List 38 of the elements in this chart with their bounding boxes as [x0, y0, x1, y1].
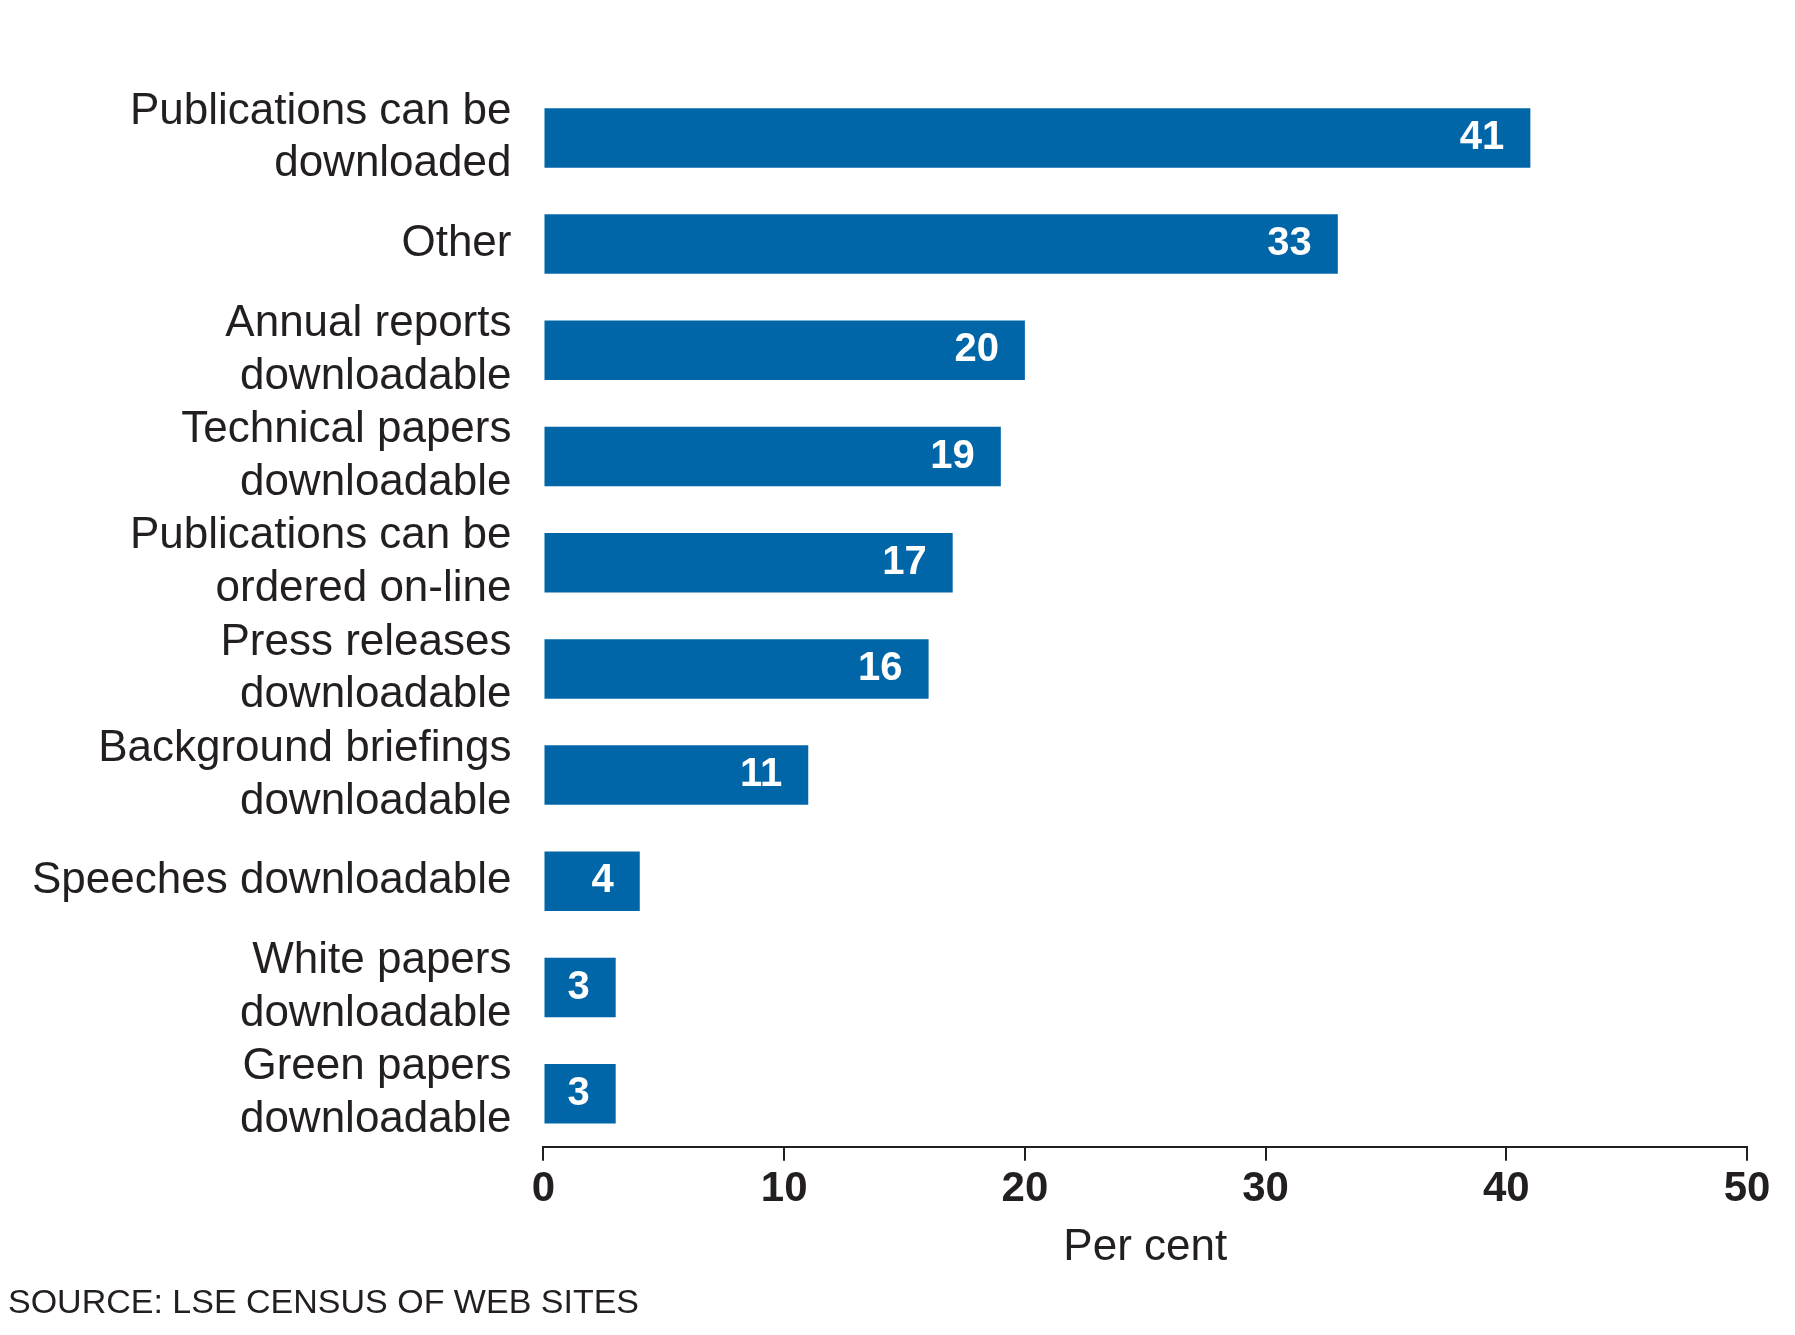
bar	[544, 639, 929, 699]
bar	[544, 532, 953, 593]
data-label: 19	[930, 431, 975, 476]
y-tick-label: Annual reports downloadable	[225, 296, 512, 398]
y-tick-label: Background briefings downloadable	[98, 720, 512, 823]
bar	[544, 320, 1025, 381]
y-tick-label: Other	[401, 216, 512, 266]
bar	[544, 745, 809, 805]
data-label: 20	[954, 325, 999, 370]
data-label: 17	[882, 537, 927, 582]
data-label: 16	[858, 643, 903, 688]
data-label: 4	[591, 856, 615, 901]
x-tick-label: 10	[760, 1162, 808, 1210]
data-label: 33	[1267, 219, 1312, 264]
bar	[544, 1063, 616, 1124]
data-label: 11	[739, 750, 783, 795]
bar	[544, 214, 1338, 274]
x-tick-label: 0	[531, 1162, 556, 1210]
x-axis-title: Per cent	[1063, 1219, 1228, 1269]
bar	[544, 426, 1001, 487]
x-tick-label: 40	[1482, 1162, 1530, 1210]
bar	[544, 108, 1531, 168]
y-tick-label: Green papers downloadable	[239, 1039, 512, 1142]
data-label: 3	[567, 962, 590, 1007]
x-tick-label: 50	[1723, 1162, 1771, 1210]
y-tick-label: White papers downloadable	[239, 933, 512, 1036]
bar	[544, 851, 640, 912]
y-tick-label: Publications can be downloaded	[129, 83, 512, 186]
x-tick-label: 30	[1242, 1162, 1289, 1210]
bar	[544, 957, 616, 1018]
source-note: SOURCE: LSE CENSUS OF WEB SITES	[8, 1282, 640, 1321]
y-tick-label: Speeches downloadable	[31, 853, 512, 903]
x-tick-label: 20	[1001, 1162, 1049, 1210]
data-label: 41	[1459, 112, 1505, 157]
data-label: 3	[567, 1068, 590, 1113]
y-tick-label: Technical papers downloadable	[181, 402, 512, 505]
y-tick-label: Press releases downloadable	[220, 614, 512, 717]
y-tick-label: Publications can be ordered on-line	[129, 508, 512, 611]
